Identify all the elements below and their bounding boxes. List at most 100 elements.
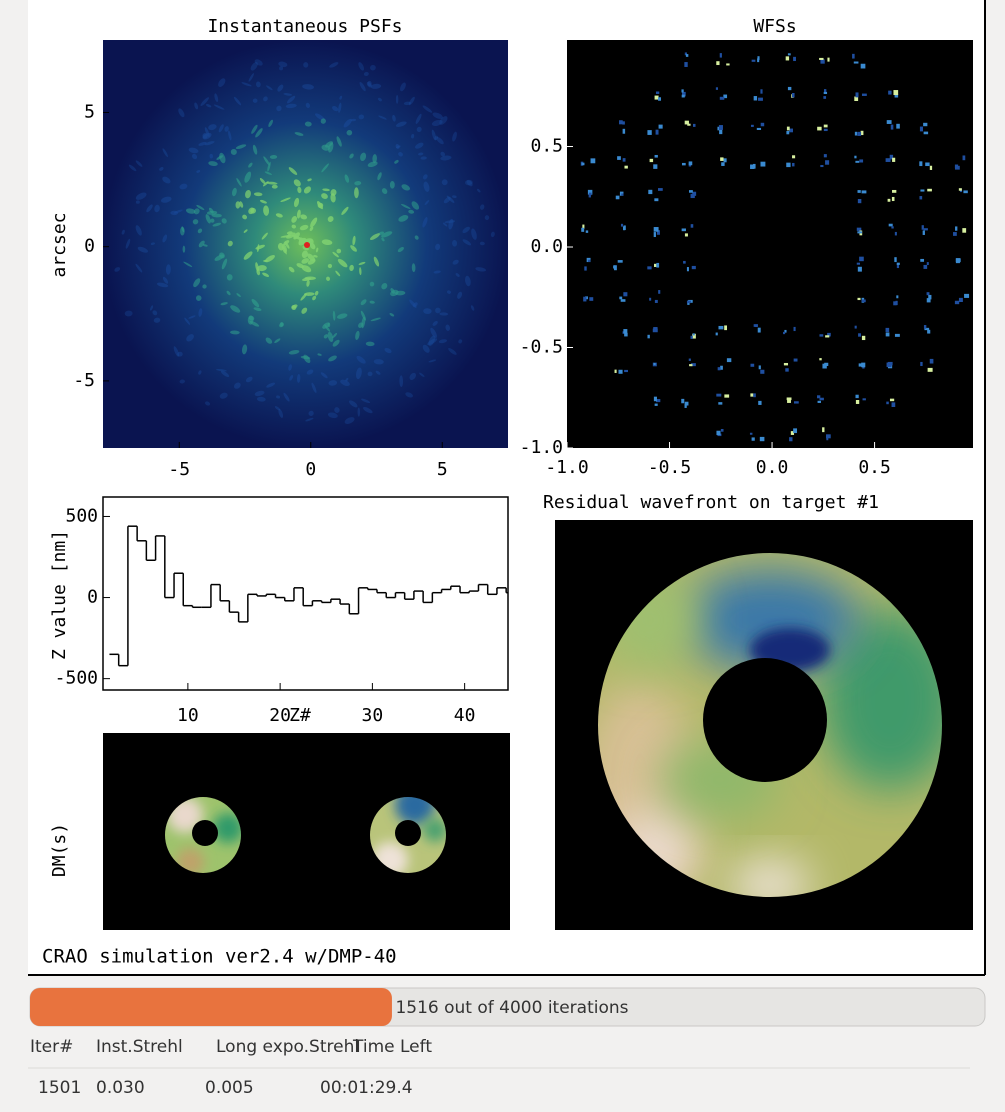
y-tick-label: 0.0 [530,236,563,257]
wfs-spot [623,329,627,333]
wfs-spot [586,230,588,232]
y-tick-label: -5 [73,370,95,391]
wfs-spot [721,429,724,432]
wfs-spot [621,299,626,302]
wfs-spot [955,165,958,169]
wfs-spot [758,98,763,101]
x-tick-label: -1.0 [545,457,588,478]
wfs-spot [724,325,727,330]
y-tick-label: -500 [55,668,98,689]
wfs-spot [786,131,789,134]
table-cell: 00:01:29.4 [320,1078,413,1098]
wfs-spot [656,263,659,268]
wfs-spot [824,92,827,94]
wfs-spot [692,266,696,269]
wfs-spot [647,335,649,339]
wfs-spot [959,188,962,191]
wfs-spot [861,64,866,69]
column-header: Time Left [352,1037,432,1057]
x-tick-label: 0.5 [858,457,891,478]
wfs-spot [888,199,891,202]
wfs-spot [582,163,585,166]
psf-ylabel: arcsec [49,212,70,277]
wfs-spot [827,58,829,62]
wfs-spot [753,164,756,169]
psf-title: Instantaneous PSFs [207,16,402,37]
wfs-spot [786,163,790,167]
wfs-spot [862,336,865,340]
wfs-spot [658,290,660,294]
speckle [202,133,207,139]
wfs-spot [588,260,590,262]
wfs-spot [784,363,788,365]
wfs-spot [689,161,693,165]
dm-ylabel: DM(s) [49,823,70,877]
x-tick-label: -5 [168,459,190,480]
wfs-spot [720,97,725,100]
wfs-spot [724,394,729,397]
wfs-spot [925,162,929,166]
wfs-spot [659,125,663,129]
wfs-spot [788,53,791,55]
wfs-spot [819,358,821,360]
wfs-spot [614,265,617,270]
wfs-spot [754,96,757,100]
wfs-spot [621,224,623,227]
speckle [304,277,316,280]
wfs-spot [862,190,867,193]
x-tick-label: 10 [177,705,199,726]
wfs-spot [825,160,829,164]
wfs-spot [793,57,796,61]
wfs-spot [793,428,797,433]
wfs-spot [583,297,586,302]
wfs-spot [927,262,929,265]
wfs-spot [718,402,722,404]
table-cell: 1501 [38,1078,81,1098]
wfs-spot [761,123,764,126]
wfs-spot [758,401,761,405]
wfs-spot [655,404,658,406]
wfs-spot [856,400,859,404]
wfs-spot [789,129,793,133]
wfs-spot [584,266,586,270]
wfs-spot [886,332,890,336]
wfs-spot [887,120,892,124]
wfs-spot [919,161,922,166]
wfs-spot [623,292,627,296]
y-tick-label: 5 [84,101,95,122]
wfs-spot [886,328,890,332]
wfs-spot [955,226,957,230]
wfs-spot [655,155,658,158]
wfs-spot [752,437,755,440]
wfs-spot [648,190,652,194]
wfs-spot [647,266,651,269]
psf-center [304,242,310,248]
wfs-spot [861,363,865,368]
speckle [210,219,214,223]
wfs-spot [890,399,894,402]
wfs-spot [794,327,796,331]
wfs-spot [589,297,593,301]
wfs-spot [819,334,823,336]
wfs-spot [685,233,688,236]
wfs-spot [647,130,651,135]
wfs-spot [786,56,789,60]
wfs-spot [653,164,657,169]
wfs-spot [727,358,731,362]
wfs-spot [817,127,821,131]
wfs-spot [684,62,687,67]
x-tick-label: 40 [454,705,476,726]
wfs-spot [658,97,661,100]
wfs-spot [895,334,900,337]
wfs-spot [656,130,659,135]
wfs-spot [859,159,863,162]
wfs-spot [693,124,696,127]
wfs-spot [760,370,764,374]
y-tick-label: 0 [87,587,98,608]
wfs-spot [687,124,690,126]
wfs-spot [787,400,791,403]
wfs-spot [685,404,687,408]
x-tick-label: 30 [362,705,384,726]
wfs-spot [787,397,792,400]
wfs-spot [887,363,892,368]
